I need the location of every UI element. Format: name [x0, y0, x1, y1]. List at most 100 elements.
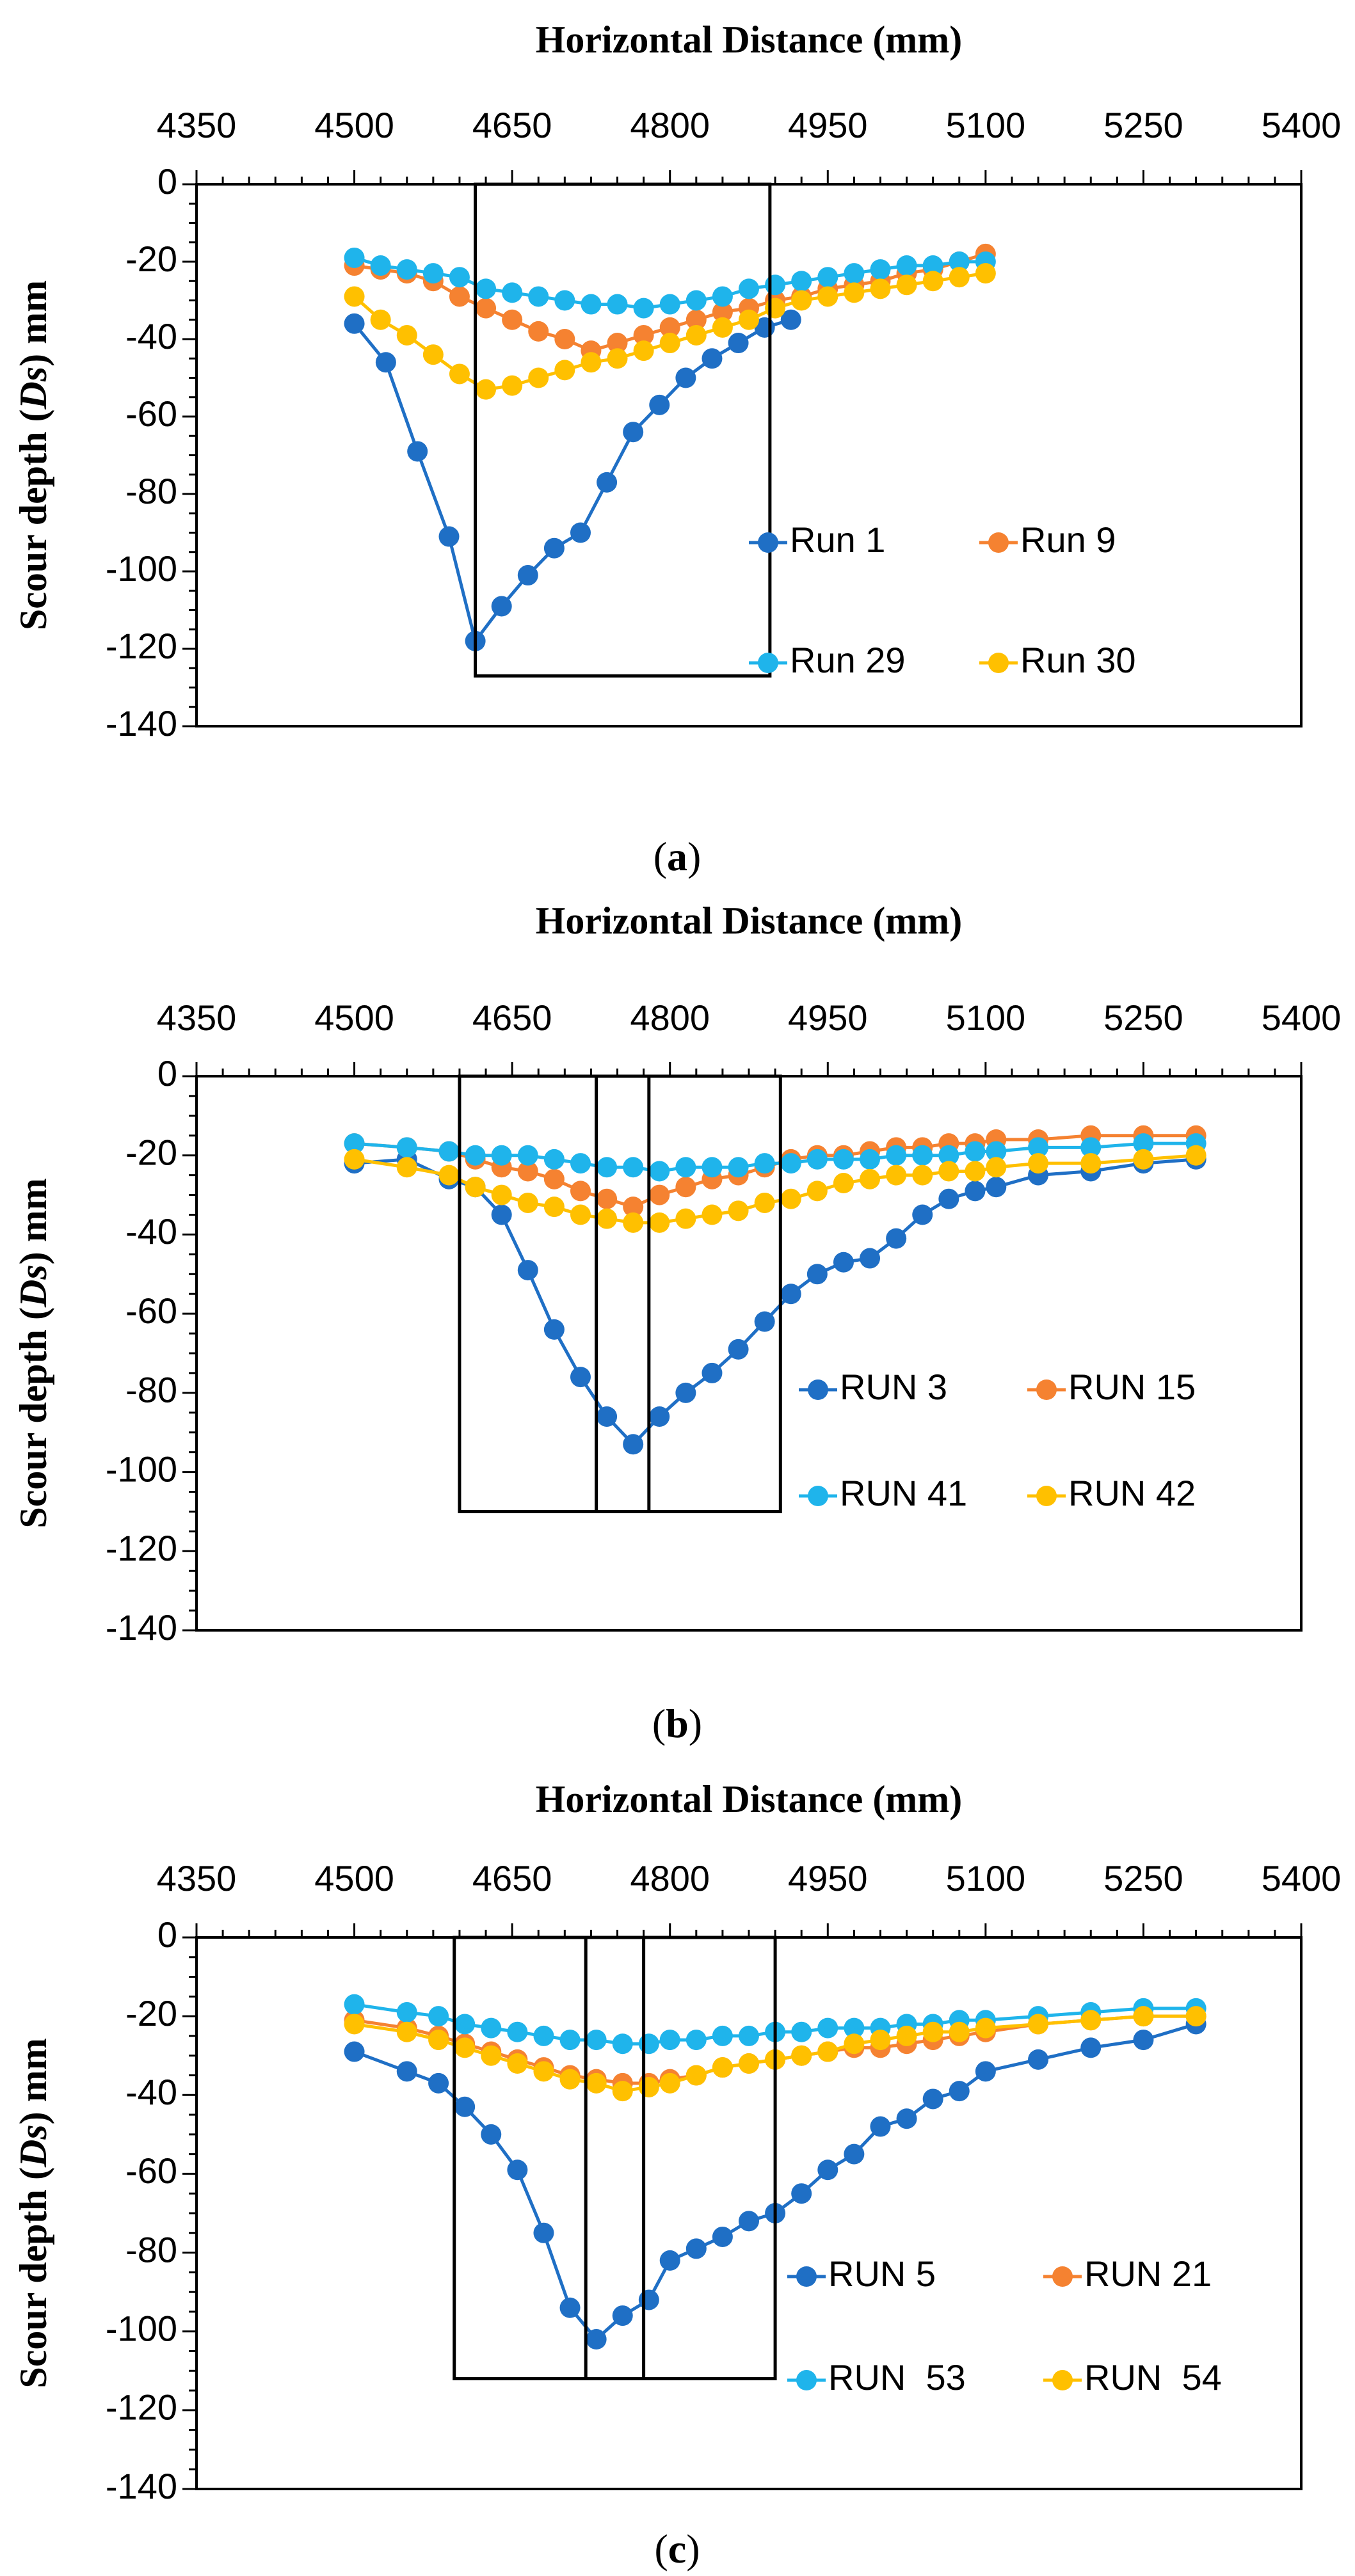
data-point	[686, 2065, 707, 2086]
series-run-41	[344, 1133, 1207, 1182]
data-point	[533, 2025, 554, 2046]
data-point	[428, 2072, 449, 2094]
data-point	[396, 2001, 417, 2023]
data-point	[712, 317, 733, 338]
y-tick-label: -40	[125, 2072, 177, 2112]
legend-marker	[808, 1486, 828, 1506]
data-point	[1080, 1153, 1102, 1174]
data-point	[712, 2025, 733, 2046]
panel-label-open: (	[652, 1701, 666, 1746]
data-point	[649, 1161, 670, 1182]
data-point	[422, 263, 444, 284]
x-tick-label: 4500	[314, 1858, 394, 1898]
y-tick-label: -140	[106, 703, 177, 743]
data-point	[586, 2072, 607, 2094]
y-tick-label: -80	[125, 471, 177, 511]
data-point	[517, 1192, 538, 1213]
data-point	[965, 1141, 986, 1162]
data-point	[949, 267, 970, 288]
legend-label: RUN 53	[828, 2357, 966, 2397]
data-point	[1080, 2010, 1102, 2031]
data-point	[344, 313, 365, 334]
series-line	[354, 1141, 1196, 1173]
data-point	[396, 2061, 417, 2082]
data-point	[675, 1177, 696, 1198]
legend-item: Run 29	[749, 640, 906, 680]
data-point	[638, 2076, 659, 2097]
legend-label: RUN 21	[1084, 2254, 1212, 2294]
data-point	[870, 2116, 891, 2137]
data-point	[612, 2081, 633, 2102]
data-point	[344, 2014, 365, 2035]
x-tick-label: 5100	[946, 1858, 1026, 1898]
data-point	[686, 309, 707, 330]
data-point	[949, 2081, 970, 2102]
panel-label-letter: b	[666, 1701, 689, 1746]
data-point	[396, 259, 417, 280]
data-point	[806, 1181, 828, 1202]
y-tick-label: -100	[106, 1449, 177, 1489]
data-point	[844, 2143, 865, 2165]
x-tick-label: 4350	[157, 1858, 237, 1898]
data-point	[886, 1145, 907, 1166]
data-point	[780, 1153, 801, 1174]
data-point	[896, 255, 917, 276]
data-point	[912, 1165, 933, 1186]
data-point	[686, 324, 707, 346]
data-point	[702, 1362, 723, 1383]
scour-zone-box	[474, 182, 772, 678]
legend-marker	[758, 653, 778, 673]
data-point	[517, 1145, 538, 1166]
x-tick-label: 5400	[1262, 1858, 1342, 1898]
data-point	[607, 294, 628, 315]
data-point	[780, 1284, 801, 1305]
data-point	[649, 1406, 670, 1427]
y-tick-label: -120	[106, 626, 177, 666]
x-tick-label: 4800	[630, 1858, 710, 1898]
data-point	[844, 2033, 865, 2055]
legend-item: RUN 3	[799, 1367, 947, 1407]
panel-label: (c)	[654, 2526, 700, 2572]
data-point	[702, 348, 723, 369]
data-point	[938, 1145, 959, 1166]
scour-zone-box	[453, 1936, 777, 2381]
data-point	[817, 286, 838, 307]
data-point	[986, 1157, 1007, 1178]
data-point	[986, 1141, 1007, 1162]
x-tick-label: 4950	[788, 998, 868, 1038]
x-axis-title: Horizontal Distance (mm)	[536, 19, 963, 61]
y-axis-title-suffix: ) mm	[12, 1178, 54, 1264]
legend-marker	[1036, 1486, 1057, 1506]
data-point	[754, 1311, 775, 1332]
data-point	[675, 1157, 696, 1178]
data-point	[702, 1204, 723, 1225]
panel-label-letter: c	[668, 2526, 686, 2572]
data-point	[870, 259, 891, 280]
data-point	[817, 2159, 838, 2181]
y-tick-label: -140	[106, 1607, 177, 1648]
data-point	[922, 271, 943, 292]
data-point	[581, 352, 602, 373]
legend-label: RUN 15	[1068, 1367, 1196, 1407]
data-point	[938, 1188, 959, 1209]
data-point	[1185, 2006, 1207, 2027]
panel-label-close: )	[686, 2526, 700, 2572]
x-tick-label: 5250	[1103, 1858, 1183, 1898]
legend-marker	[796, 2266, 817, 2287]
legend-item: RUN 42	[1027, 1473, 1196, 1513]
y-axis-title-symbol: Ds	[12, 367, 54, 410]
legend-marker	[1052, 2370, 1073, 2390]
data-point	[686, 2238, 707, 2259]
series-line	[354, 2003, 1196, 2046]
data-point	[507, 2053, 528, 2074]
data-point	[428, 2006, 449, 2027]
data-point	[1133, 1149, 1154, 1170]
data-point	[517, 1260, 538, 1281]
data-point	[543, 1149, 565, 1170]
data-point	[833, 1149, 854, 1170]
y-axis-title-suffix: ) mm	[12, 2038, 54, 2124]
y-tick-label: -60	[125, 394, 177, 434]
series-run-5	[344, 2014, 1207, 2350]
data-point	[607, 348, 628, 369]
y-axis-title-prefix: Scour depth (	[12, 409, 54, 631]
